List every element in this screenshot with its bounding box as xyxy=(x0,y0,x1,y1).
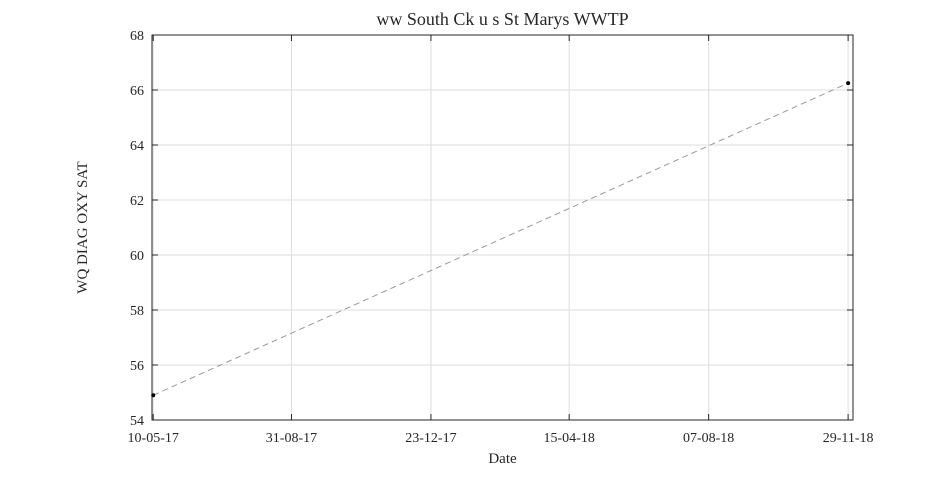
data-point xyxy=(151,393,156,398)
x-tick-label: 29-11-18 xyxy=(823,431,874,446)
y-tick-label: 68 xyxy=(130,29,144,44)
y-tick-label: 60 xyxy=(130,249,144,264)
data-point xyxy=(846,81,851,86)
y-tick-label: 66 xyxy=(130,84,144,99)
x-tick-label: 10-05-17 xyxy=(128,431,179,446)
y-axis-label: WQ DIAG OXY SAT xyxy=(75,161,91,293)
y-tick-label: 64 xyxy=(130,139,144,154)
series-line xyxy=(153,82,849,396)
plot-area-frame xyxy=(151,34,854,421)
grid xyxy=(152,34,853,421)
y-tick-label: 54 xyxy=(130,414,144,429)
y-tick-label: 56 xyxy=(130,359,144,374)
x-tick-label: 07-08-18 xyxy=(683,431,734,446)
series-layer xyxy=(151,81,851,398)
chart-title: ww South Ck u s St Marys WWTP xyxy=(376,9,628,29)
x-axis-label: Date xyxy=(488,451,517,467)
y-tick-label: 58 xyxy=(130,304,144,319)
axis-ticks: 54 56 58 60 62 64 66 68 10-05-17 31-08-17 23-12-17… xyxy=(128,29,874,446)
x-tick-label: 23-12-17 xyxy=(405,431,456,446)
y-tick-label: 62 xyxy=(130,194,144,209)
x-tick-label: 31-08-17 xyxy=(266,431,317,446)
x-tick-label: 15-04-18 xyxy=(544,431,595,446)
